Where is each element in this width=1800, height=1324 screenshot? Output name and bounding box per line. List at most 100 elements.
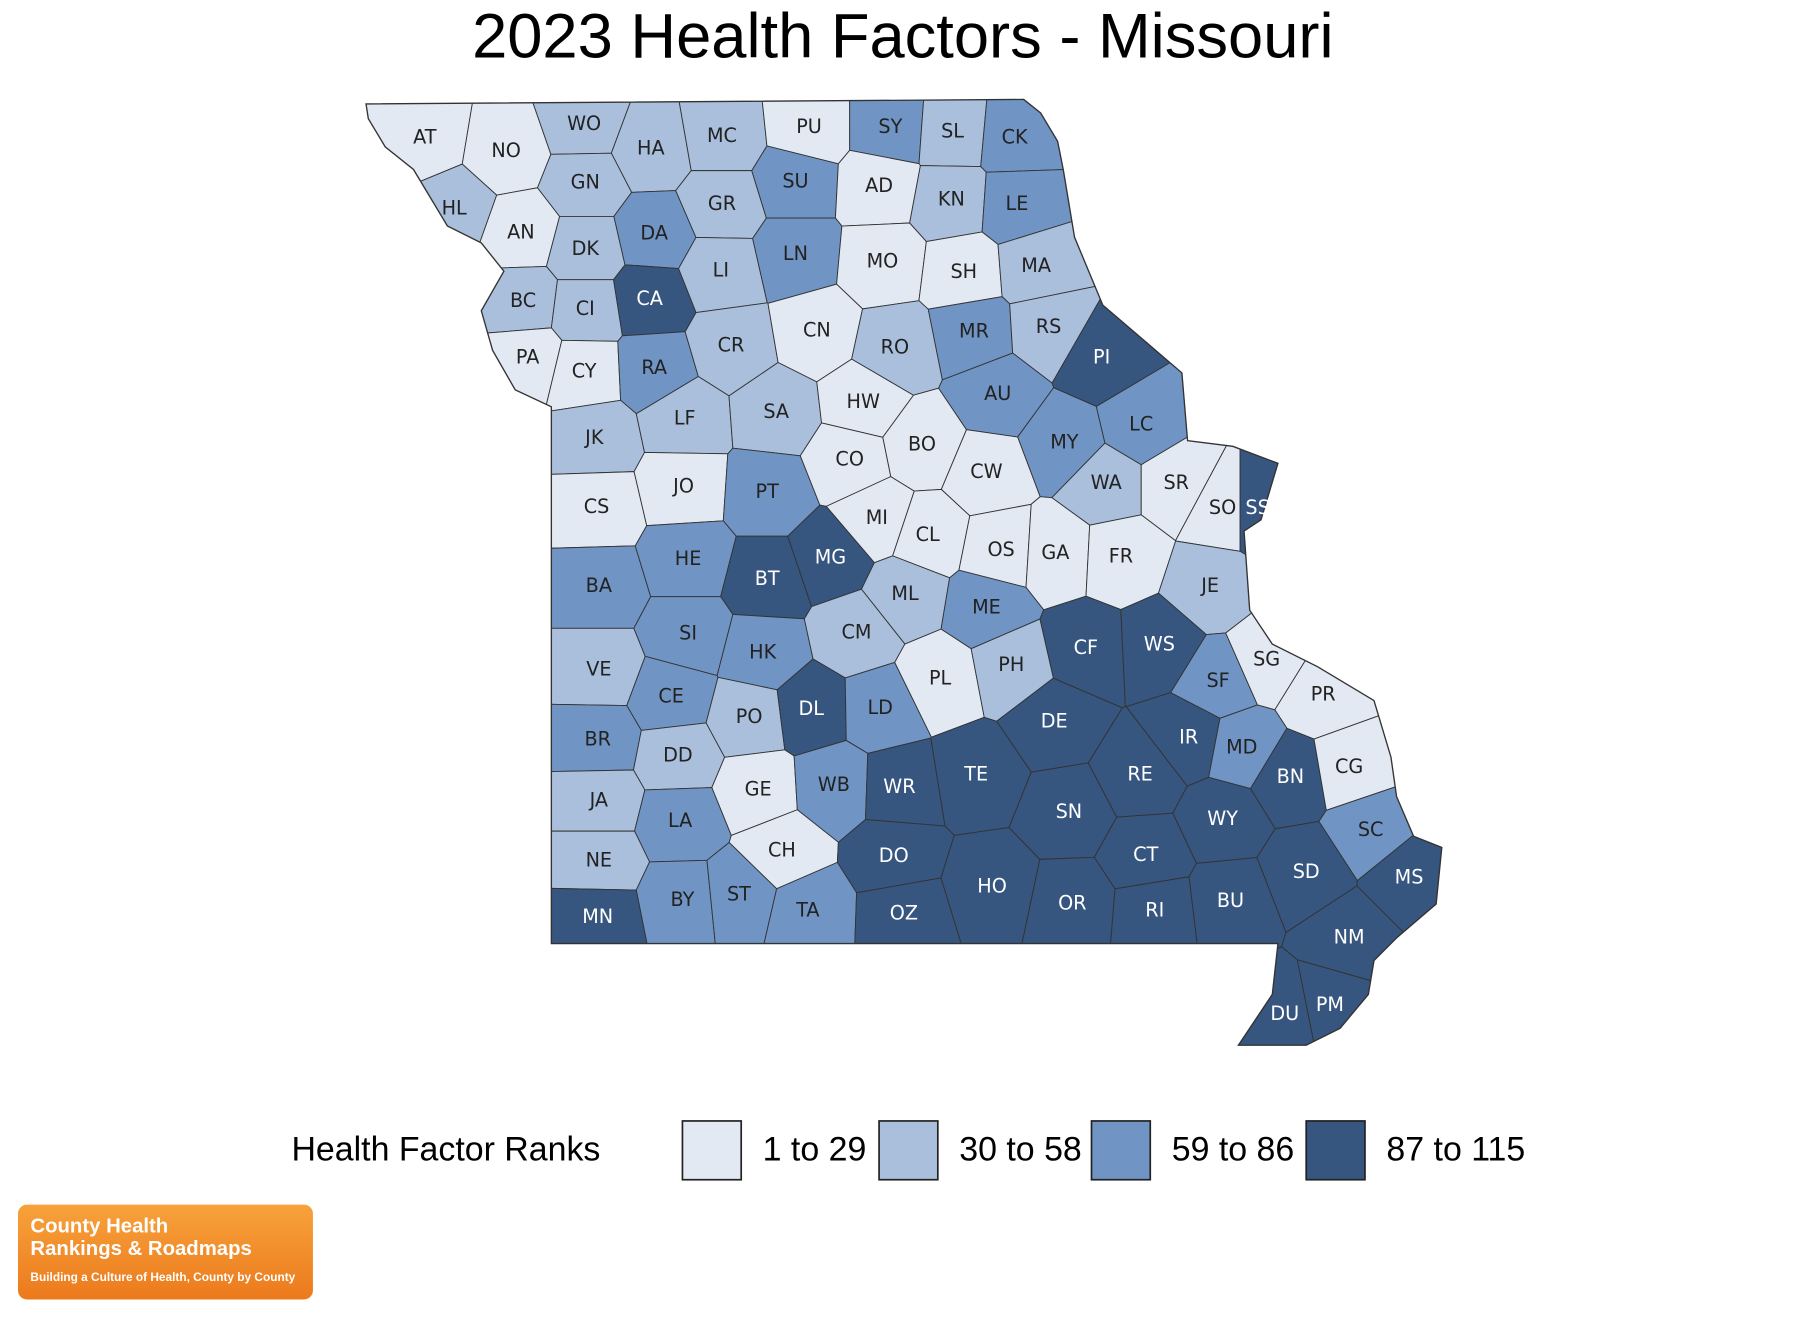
county-label: JK xyxy=(584,426,604,449)
county-label: TE xyxy=(963,763,988,786)
county-label: PM xyxy=(1316,993,1344,1016)
county-label: LI xyxy=(713,259,729,282)
county-label: CS xyxy=(584,495,610,518)
county-label: RE xyxy=(1127,763,1152,786)
county-labels: AT NO WO HA MC PU SY SL CK HL AN GN DK DA GR SU AD KN LE BC… xyxy=(413,112,1423,1025)
county-label: CH xyxy=(768,838,796,861)
county-label: RS xyxy=(1036,315,1062,338)
county-label: CF xyxy=(1074,636,1098,659)
county-label: CE xyxy=(658,685,684,708)
county-label: DE xyxy=(1041,710,1068,733)
county-label: SY xyxy=(878,115,902,138)
county-label: PU xyxy=(796,115,822,138)
county-label: FR xyxy=(1109,545,1133,568)
county-label: WY xyxy=(1207,807,1238,830)
county-label: MC xyxy=(707,124,737,147)
legend-label: 87 to 115 xyxy=(1386,1130,1525,1168)
county-label: WO xyxy=(567,112,601,135)
county-label: BY xyxy=(671,888,695,911)
county-label: RO xyxy=(881,336,909,359)
county-label: HK xyxy=(749,641,776,664)
county-label: CR xyxy=(718,333,745,356)
county-label: DU xyxy=(1270,1002,1299,1025)
county-label: SI xyxy=(679,621,697,644)
county-label: MA xyxy=(1021,254,1051,277)
county xyxy=(366,163,498,356)
county-label: SC xyxy=(1358,818,1384,841)
county-label: MI xyxy=(866,506,888,529)
county-label: PO xyxy=(736,705,763,728)
county-label: DO xyxy=(879,844,909,867)
county-label: SF xyxy=(1206,669,1229,692)
county-label: KN xyxy=(938,188,965,211)
county-label: NO xyxy=(491,139,520,162)
county xyxy=(1274,539,1442,740)
county-label: DL xyxy=(799,697,825,720)
county-label: CT xyxy=(1133,843,1158,866)
county-label: CA xyxy=(636,287,663,310)
county-label: LF xyxy=(674,407,696,430)
county-label: JA xyxy=(589,789,608,812)
county-label: SD xyxy=(1293,860,1320,883)
county-label: AD xyxy=(865,174,893,197)
county-label: DA xyxy=(640,221,668,244)
county-label: AT xyxy=(413,125,437,148)
county-label: HE xyxy=(675,547,702,570)
county-label: DD xyxy=(663,743,693,766)
county-label: CO xyxy=(835,447,864,470)
county-label: WS xyxy=(1144,633,1175,656)
county-label: BO xyxy=(908,433,936,456)
legend-swatch xyxy=(1305,1120,1366,1181)
county xyxy=(366,883,672,1046)
county-label: NE xyxy=(586,849,612,872)
county-label: PI xyxy=(1093,346,1110,369)
county-label: LE xyxy=(1006,192,1029,215)
legend-swatch xyxy=(878,1120,939,1181)
county-label: VE xyxy=(586,658,611,681)
legend: 1 to 29 30 to 58 59 to 86 87 to 115 xyxy=(681,1120,1525,1181)
county-label: WB xyxy=(818,773,850,796)
county-label: LC xyxy=(1129,412,1153,435)
county-label: CY xyxy=(572,359,597,382)
county-label: HO xyxy=(977,875,1007,898)
logo-line: County Health xyxy=(30,1216,168,1238)
county-label: SS xyxy=(1245,496,1269,519)
county-label: BR xyxy=(584,728,611,751)
county-label: JO xyxy=(672,475,694,498)
county-label: BT xyxy=(755,567,780,590)
county-label: OZ xyxy=(890,902,918,925)
county-label: SA xyxy=(763,400,789,423)
legend-label: 59 to 86 xyxy=(1172,1130,1295,1168)
county-label: MD xyxy=(1226,736,1257,759)
county-label: WR xyxy=(883,775,915,798)
county-label: BA xyxy=(586,574,612,597)
county-label: SN xyxy=(1056,800,1083,823)
county-label: GE xyxy=(745,777,772,800)
legend-swatch xyxy=(1090,1120,1152,1181)
county xyxy=(1239,136,1442,583)
county xyxy=(464,399,645,478)
county-label: CG xyxy=(1335,755,1363,778)
county-label: AN xyxy=(507,220,534,243)
county-label: MY xyxy=(1050,430,1079,453)
county-label: GA xyxy=(1041,541,1069,564)
county-label: RI xyxy=(1145,898,1164,921)
county-label: WA xyxy=(1091,471,1122,494)
county-label: PH xyxy=(998,653,1024,676)
county-label: SR xyxy=(1163,471,1189,494)
county-label: OR xyxy=(1058,892,1086,915)
county-label: MO xyxy=(867,250,899,273)
county-label: DK xyxy=(572,237,600,260)
legend-swatch xyxy=(681,1120,743,1181)
county-label: BC xyxy=(510,289,536,312)
county-label: CM xyxy=(841,620,871,643)
legend-label: 1 to 29 xyxy=(763,1130,867,1168)
county-label: CK xyxy=(1002,125,1028,148)
county-label: SH xyxy=(951,260,978,283)
county-label: HL xyxy=(442,197,467,220)
county-label: MS xyxy=(1395,866,1424,889)
county-label: CN xyxy=(803,319,831,342)
county-label: RA xyxy=(641,356,667,379)
map-frame: 2023 Health Factors - Missouri AT NO WO HA M… xyxy=(18,1,1525,1300)
